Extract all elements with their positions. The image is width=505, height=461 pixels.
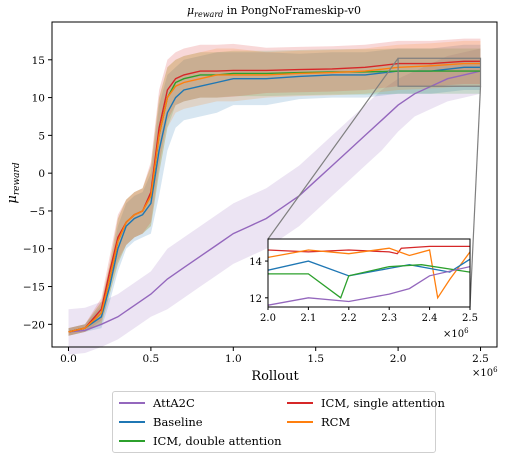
legend-swatch [119,402,145,404]
legend-item-icm-single-attention: ICM, single attention [287,396,445,410]
x-axis-multiplier-exp: 6 [493,366,498,374]
chart-title-subscript: reward [194,10,223,19]
inset-x-tick-label: 2.5 [462,313,478,324]
legend-item-atta2c: AttA2C [119,396,195,410]
x-tick-label: 1.5 [307,353,324,365]
inset-line-icm-double-attention [268,264,470,299]
chart-title-rest: in PongNoFrameskip-v0 [223,4,361,17]
series-line-baseline [68,66,481,333]
y-axis-label-symbol: μ [5,195,20,203]
inset-line-rcm [268,247,470,300]
band-rcm [68,40,481,336]
inset-x-tick-label: 2.0 [260,313,276,324]
inset-x-multiplier: ×106 [443,327,469,340]
zoom-connector [469,86,482,308]
inset-line-icm-single-attention [268,245,470,255]
chart-title-symbol: μ [187,4,194,17]
main-plot: 0.0 0.5 1.0 1.5 2.0 2.5 −20 −15 −10 −5 0 5 10 15 [23,21,498,365]
legend-label: RCM [321,415,351,429]
legend-swatch [287,421,313,423]
y-tick-label: −10 [23,244,45,256]
inset-x-tick-label: 2.2 [341,313,357,324]
x-tick-label: 1.0 [225,353,242,365]
legend-swatch [287,402,313,404]
legend-item-icm-double-attention: ICM, double attention [119,434,282,448]
x-tick-label: 2.5 [472,353,489,365]
x-tick-label: 2.0 [390,353,407,365]
series-line-atta2c [68,70,481,333]
x-tick-label: 0.0 [60,353,77,365]
y-tick-label: 5 [38,130,45,142]
legend-swatch [119,421,145,423]
inset-line-baseline [268,258,470,277]
inset-x-tick-label: 2.4 [422,313,438,324]
inset-plot: 2.0 2.1 2.2 2.3 2.4 2.5 12 14 ×106 [249,57,482,340]
y-axis-label-subscript: reward [12,162,22,195]
series-line-icm-single-attention [68,60,481,333]
inset-y-tick-label: 14 [249,257,262,268]
legend: AttA2C ICM, single attention Baseline RCM IC… [112,391,445,453]
y-tick-label: −5 [30,206,45,218]
inset-frame [267,238,471,308]
y-axis-label: μreward [5,162,22,203]
legend-label: Baseline [153,415,203,429]
legend-swatch [119,440,145,442]
x-axis-label: Rollout [251,369,299,384]
zoom-region [397,57,482,87]
inset-y-tick-label: 12 [249,294,262,305]
y-tick-label: −20 [23,319,45,331]
y-tick-label: −15 [23,282,45,294]
legend-item-baseline: Baseline [119,415,203,429]
legend-item-rcm: RCM [287,415,350,429]
band-baseline [68,44,481,336]
legend-label: ICM, double attention [153,434,282,448]
inset-series-group [268,245,470,306]
inset-x-tick-label: 2.1 [300,313,316,324]
y-tick-label: 15 [32,55,45,67]
inset-line-atta2c [268,265,470,306]
y-tick-label: 10 [32,93,45,105]
legend-label: ICM, single attention [321,396,445,410]
zoom-connector [267,57,399,240]
band-atta2c [68,48,481,355]
x-tick-label: 0.5 [143,353,160,365]
inset-x-tick-label: 2.3 [381,313,397,324]
chart-title: μreward in PongNoFrameskip-v0 [187,4,361,19]
legend-label: AttA2C [153,396,195,410]
y-tick-label: 0 [38,168,45,180]
plot-frame [51,21,498,348]
series-line-rcm [68,62,481,333]
x-axis-multiplier: ×106 [472,366,498,379]
x-axis-multiplier-base: ×10 [472,368,493,379]
